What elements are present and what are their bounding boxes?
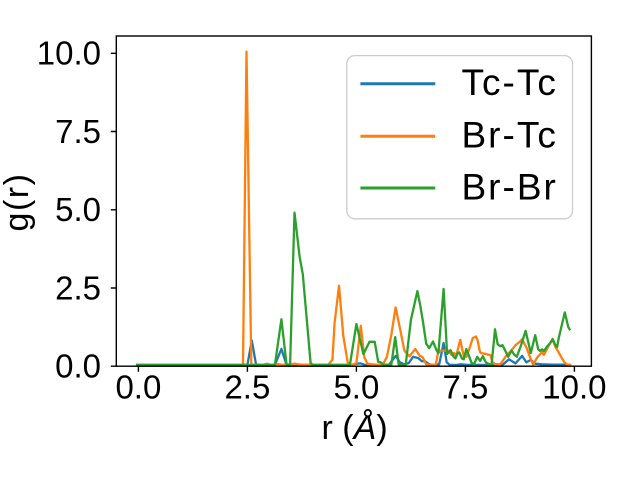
svg-text:Br-Br: Br-Br <box>462 167 558 208</box>
svg-text:g(r): g(r) <box>0 173 36 232</box>
svg-text:Br-Tc: Br-Tc <box>462 115 558 156</box>
svg-text:7.5: 7.5 <box>55 113 101 150</box>
svg-text:5.0: 5.0 <box>333 369 379 406</box>
svg-text:0.0: 0.0 <box>115 369 161 406</box>
svg-text:2.5: 2.5 <box>55 269 101 306</box>
svg-text:5.0: 5.0 <box>55 191 101 228</box>
svg-text:7.5: 7.5 <box>442 369 488 406</box>
svg-text:r (Å): r (Å) <box>322 409 388 447</box>
svg-text:10.0: 10.0 <box>37 35 101 72</box>
svg-text:10.0: 10.0 <box>542 369 606 406</box>
svg-text:2.5: 2.5 <box>224 369 270 406</box>
svg-text:0.0: 0.0 <box>55 348 101 385</box>
svg-text:Tc-Tc: Tc-Tc <box>462 62 558 103</box>
